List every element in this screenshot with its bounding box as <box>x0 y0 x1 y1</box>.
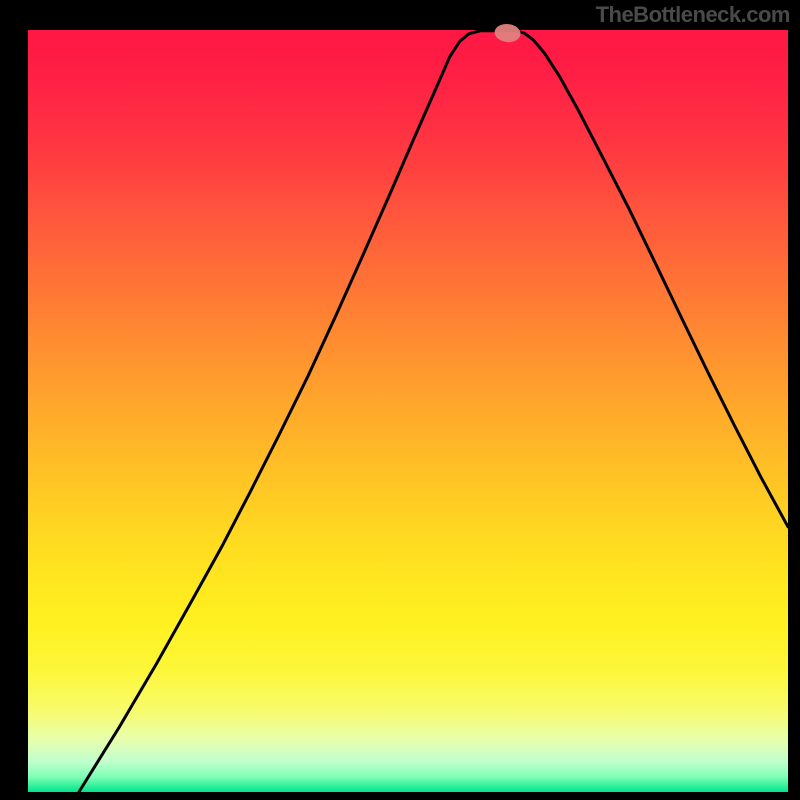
attribution-label: TheBottleneck.com <box>596 2 790 28</box>
chart-wrap: TheBottleneck.com <box>0 0 800 800</box>
bottleneck-chart <box>0 0 800 800</box>
plot-background <box>28 30 788 792</box>
